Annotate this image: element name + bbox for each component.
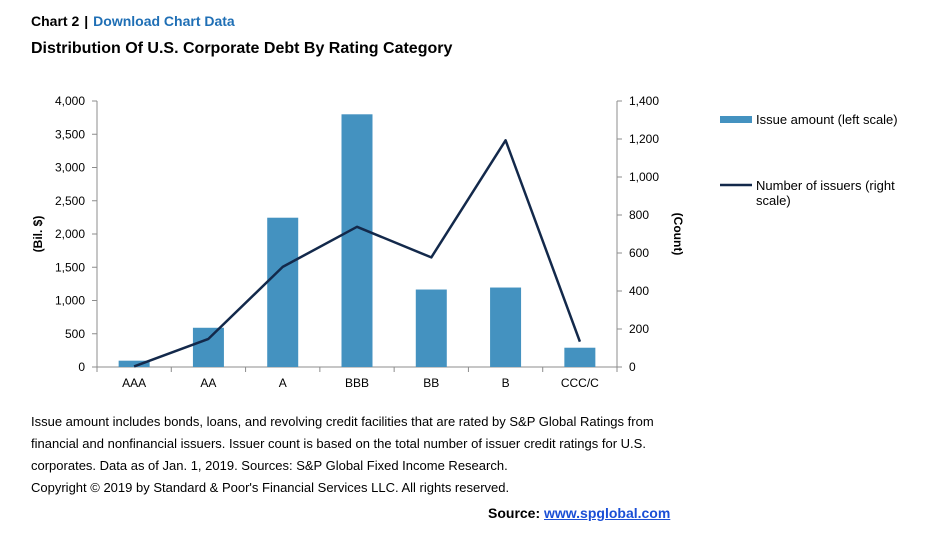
- bar-issue-amount: [341, 114, 373, 367]
- y-axis-right-tick-label: 1,400: [629, 94, 659, 108]
- y-axis-right-tick-label: 800: [629, 208, 649, 222]
- bar-issue-amount: [415, 289, 447, 367]
- y-axis-right-tick-label: 1,000: [629, 170, 659, 184]
- bar-issue-amount: [267, 217, 299, 367]
- bar-issue-amount: [490, 287, 522, 367]
- chart: 05001,0001,5002,0002,5003,0003,5004,000 …: [31, 94, 898, 390]
- download-chart-data-link[interactable]: Download Chart Data: [93, 13, 235, 29]
- legend: Issue amount (left scale) Number of issu…: [720, 112, 898, 208]
- y-axis-right-tick-label: 400: [629, 284, 649, 298]
- y-axis-left-tick-label: 2,000: [55, 227, 85, 241]
- x-axis-category-label: B: [502, 376, 510, 390]
- y-axis-right-tick-label: 0: [629, 360, 636, 374]
- y-axis-left-tick-label: 1,000: [55, 294, 85, 308]
- y-axis-left-tick-label: 3,500: [55, 127, 85, 141]
- chart-number: Chart 2: [31, 13, 80, 29]
- bar-issue-amount: [118, 360, 150, 367]
- y-axis-left-tick-label: 3,000: [55, 161, 85, 175]
- chart-header: Chart 2 | Download Chart Data: [31, 13, 235, 29]
- x-axis-category-label: AAA: [122, 376, 146, 390]
- y-axis-left-tick-label: 4,000: [55, 94, 85, 108]
- y-axis-right-tick-label: 200: [629, 322, 649, 336]
- y-axis-right-tick-label: 600: [629, 246, 649, 260]
- header-separator: |: [84, 13, 89, 29]
- x-axis-category-label: BB: [423, 376, 439, 390]
- x-axis-category-label: AA: [200, 376, 216, 390]
- source-link[interactable]: www.spglobal.com: [544, 505, 671, 521]
- source-label: Source:: [488, 505, 541, 521]
- y-axis-left-tick-label: 1,500: [55, 260, 85, 274]
- bar-issue-amount: [192, 327, 224, 367]
- chart-title: Distribution Of U.S. Corporate Debt By R…: [31, 40, 453, 57]
- y-axis-right-tick-label: 1,200: [629, 132, 659, 146]
- x-axis-category-label: CCC/C: [561, 376, 599, 390]
- note-line: Issue amount includes bonds, loans, and …: [31, 414, 654, 429]
- issuers-series-line: [133, 139, 582, 368]
- y-axis-left-tick-label: 0: [78, 360, 85, 374]
- y-axis-left-tick-label: 2,500: [55, 194, 85, 208]
- y-axis-left-tick-label: 500: [65, 327, 85, 341]
- y-axis-right-label: (Count): [671, 213, 685, 256]
- note-line: financial and nonfinancial issuers. Issu…: [31, 436, 646, 451]
- y-axis-left-label: (Bil. $): [31, 216, 45, 253]
- legend-label-issue-amount: Issue amount (left scale): [756, 112, 898, 127]
- x-axis-category-label: A: [279, 376, 287, 390]
- bar-issue-amount: [564, 347, 596, 367]
- chart-notes: Issue amount includes bonds, loans, and …: [31, 411, 711, 499]
- legend-swatch-issue-amount: [720, 116, 752, 123]
- note-line: corporates. Data as of Jan. 1, 2019. Sou…: [31, 458, 508, 473]
- x-axis-category-label: BBB: [345, 376, 369, 390]
- legend-label-issuers: Number of issuers (right scale): [756, 178, 898, 208]
- copyright-line: Copyright © 2019 by Standard & Poor's Fi…: [31, 480, 510, 495]
- source-line: Source: www.spglobal.com: [488, 505, 670, 521]
